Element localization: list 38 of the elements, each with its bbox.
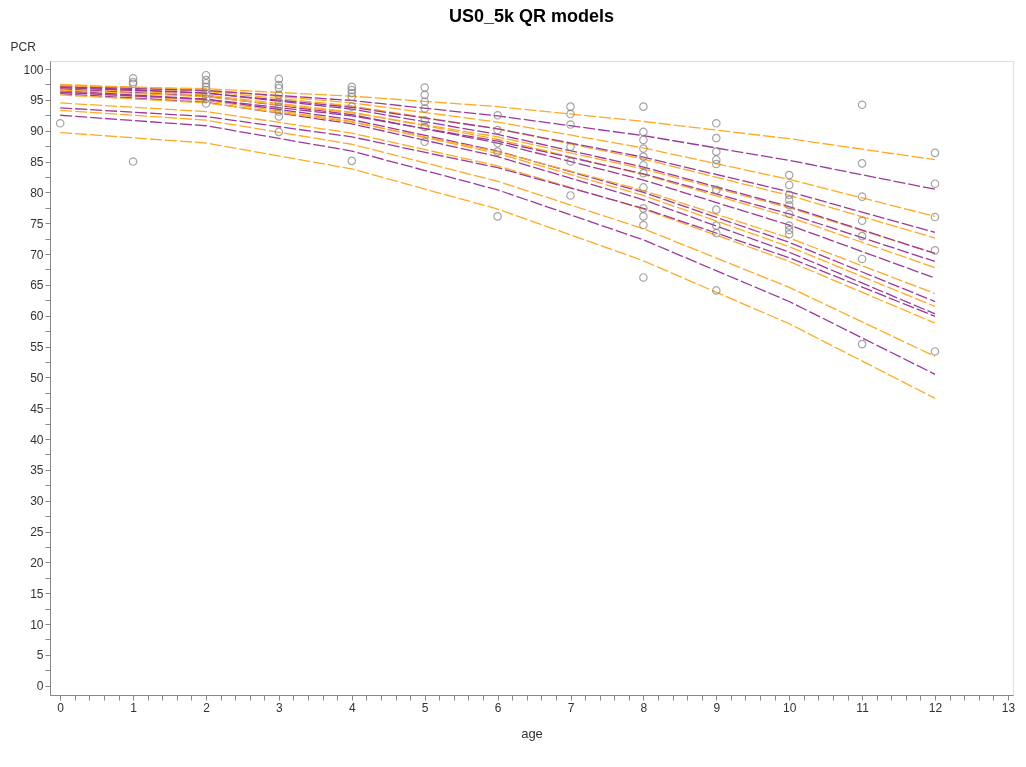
chart-title: US0_5k QR models [448, 6, 615, 26]
y-tick-label: 65 [30, 278, 44, 293]
x-tick-label: 11 [856, 700, 870, 715]
x-tick-label: 12 [928, 700, 943, 715]
y-tick-label: 95 [30, 93, 44, 108]
y-tick-label: 70 [30, 247, 44, 262]
x-axis-title: age [521, 725, 543, 741]
y-tick-label: 80 [30, 185, 44, 200]
x-tick-label: 6 [494, 700, 502, 715]
x-tick-label: 2 [203, 700, 211, 715]
x-tick-label: 5 [421, 700, 429, 715]
y-tick-label: 15 [30, 586, 44, 601]
y-tick-label: 85 [30, 155, 44, 170]
y-tick-label: 60 [30, 309, 44, 324]
x-tick-label: 7 [567, 700, 575, 715]
x-tick-label: 4 [348, 700, 356, 715]
x-tick-label: 3 [276, 700, 284, 715]
y-axis-title: PCR [10, 39, 37, 54]
x-tick-label: 8 [640, 700, 648, 715]
y-tick-label: 30 [30, 494, 44, 509]
y-tick-label: 10 [30, 617, 44, 632]
y-tick-label: 35 [30, 463, 44, 478]
y-tick-label: 100 [23, 62, 44, 77]
y-tick-label: 20 [30, 555, 44, 570]
x-tick-label: 0 [57, 700, 65, 715]
y-tick-label: 75 [30, 216, 44, 231]
y-tick-label: 25 [30, 525, 44, 540]
y-tick-label: 0 [36, 679, 44, 694]
x-tick-label: 10 [783, 700, 797, 715]
x-tick-label: 13 [1001, 700, 1016, 715]
y-tick-label: 5 [36, 648, 44, 663]
y-tick-label: 45 [30, 401, 44, 416]
y-tick-label: 40 [30, 432, 44, 447]
y-tick-label: 90 [30, 124, 44, 139]
x-tick-label: 1 [130, 700, 138, 715]
y-tick-label: 50 [30, 370, 44, 385]
x-tick-label: 9 [713, 700, 721, 715]
y-tick-label: 55 [30, 340, 44, 355]
